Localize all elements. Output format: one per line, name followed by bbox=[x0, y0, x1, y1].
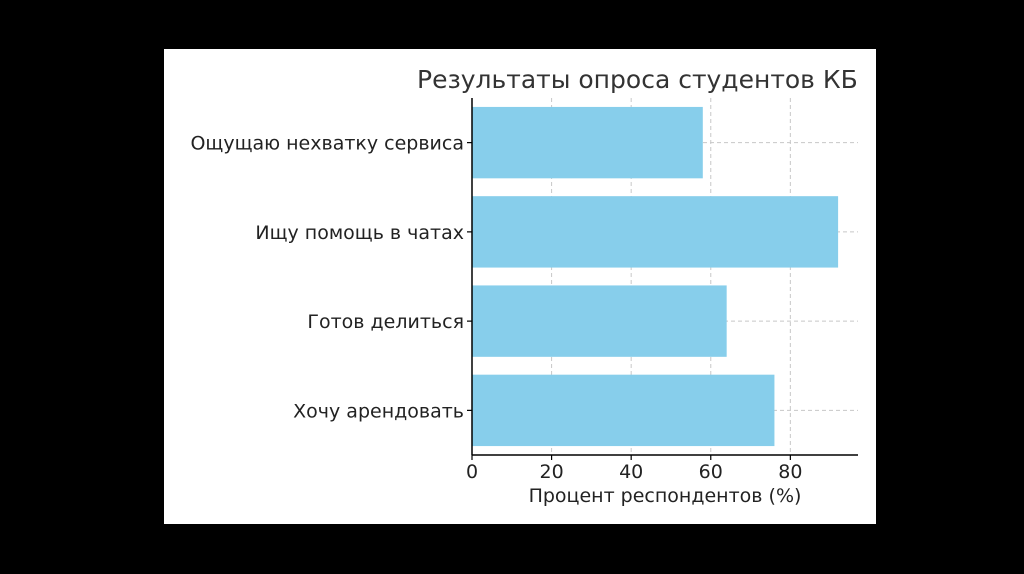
bar-1 bbox=[472, 196, 839, 268]
category-label-1: Ищу помощь в чатах bbox=[255, 222, 464, 244]
x-tick-label-4: 80 bbox=[778, 461, 802, 483]
x-axis-title: Процент респондентов (%) bbox=[529, 485, 802, 507]
chart-title: Результаты опроса студентов КБ bbox=[417, 65, 858, 94]
x-tick-label-3: 60 bbox=[699, 461, 723, 483]
axes-layer bbox=[471, 98, 858, 456]
category-label-2: Готов делиться bbox=[307, 311, 464, 333]
bar-3 bbox=[472, 374, 775, 447]
category-label-0: Ощущаю нехватку сервиса bbox=[190, 133, 464, 155]
bar-0 bbox=[472, 106, 703, 179]
bar-2 bbox=[472, 285, 727, 357]
x-tick-label-0: 0 bbox=[466, 461, 478, 483]
labels-layer: Ощущаю нехватку сервиса Ищу помощь в чата… bbox=[190, 133, 802, 483]
ticks-layer bbox=[467, 142, 791, 460]
x-tick-label-2: 40 bbox=[619, 461, 643, 483]
x-tick-label-1: 20 bbox=[539, 461, 563, 483]
category-label-3: Хочу арендовать bbox=[293, 400, 464, 422]
bars-layer bbox=[472, 106, 839, 447]
